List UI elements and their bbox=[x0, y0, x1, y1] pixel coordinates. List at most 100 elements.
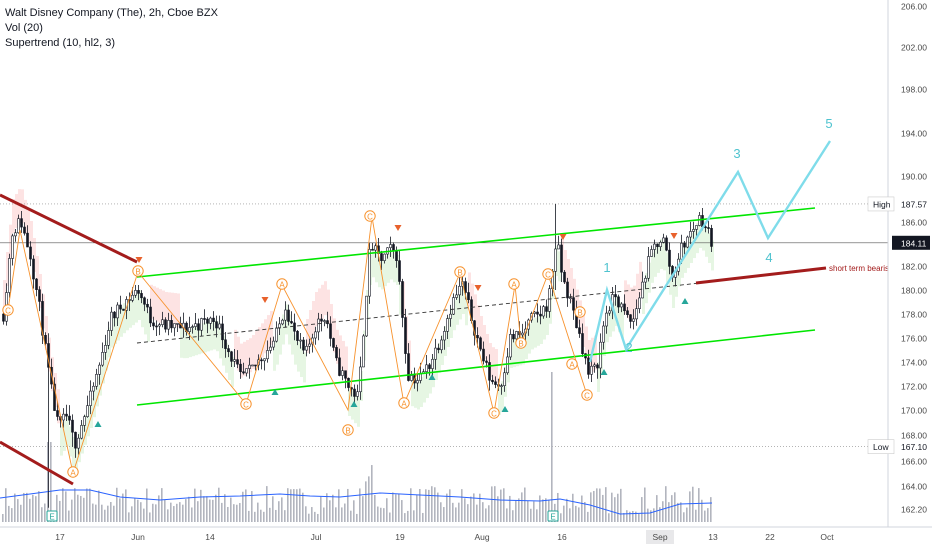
abc-marker-label: B bbox=[135, 268, 140, 277]
supertrend-band-segment bbox=[576, 289, 579, 324]
candle-body bbox=[380, 253, 383, 261]
candle-body bbox=[314, 331, 317, 339]
candle-body bbox=[509, 333, 512, 358]
supertrend-band-segment bbox=[246, 340, 249, 374]
supertrend-band-segment bbox=[243, 341, 246, 376]
candle-body bbox=[365, 295, 368, 337]
supertrend-band-segment bbox=[558, 251, 561, 282]
candle-body bbox=[200, 318, 203, 331]
supertrend-band-segment bbox=[438, 342, 441, 373]
supertrend-band-segment bbox=[444, 326, 447, 356]
volume-bar bbox=[398, 494, 400, 522]
buy-signal-arrow bbox=[681, 298, 689, 304]
volume-bar bbox=[425, 489, 427, 522]
candle-body bbox=[395, 250, 398, 261]
short-term-bearish-line bbox=[695, 266, 827, 285]
candle-body bbox=[614, 294, 617, 298]
volume-bar bbox=[530, 508, 532, 522]
volume-bar bbox=[206, 496, 208, 522]
volume-bar bbox=[485, 508, 487, 522]
supertrend-band-segment bbox=[84, 414, 87, 445]
price-axis-bg bbox=[888, 0, 932, 550]
candle-body bbox=[557, 244, 560, 250]
volume-bar bbox=[638, 513, 640, 522]
candle-body bbox=[266, 350, 269, 360]
supertrend-band-segment bbox=[96, 376, 99, 407]
supertrend-band-segment bbox=[69, 426, 72, 457]
candle-body bbox=[239, 363, 242, 373]
volume-bar bbox=[488, 505, 490, 522]
volume-bar bbox=[26, 492, 28, 522]
supertrend-band-segment bbox=[687, 237, 690, 268]
supertrend-band-segment bbox=[414, 377, 417, 408]
candle-body bbox=[194, 323, 197, 327]
abc-marker bbox=[132, 265, 144, 277]
supertrend-band-segment bbox=[81, 423, 84, 454]
price-tick-label: 172.00 bbox=[901, 382, 927, 392]
supertrend-band-segment bbox=[621, 308, 624, 339]
candle-body bbox=[296, 330, 299, 341]
supertrend-band-segment bbox=[681, 247, 684, 278]
price-tick-label: 190.00 bbox=[901, 172, 927, 182]
candle-body bbox=[629, 314, 632, 322]
abc-marker bbox=[2, 304, 14, 316]
price-tick-label: 164.00 bbox=[901, 482, 927, 492]
volume-bar bbox=[179, 502, 181, 522]
supertrend-band-segment bbox=[705, 226, 708, 257]
symbol-title[interactable]: Walt Disney Company (The), 2h, Cboe BZX bbox=[5, 7, 218, 19]
volume-bar bbox=[20, 504, 22, 522]
candle-body bbox=[29, 246, 32, 260]
volume-bar bbox=[500, 489, 502, 522]
candle-body bbox=[335, 347, 338, 359]
abc-marker-label: B bbox=[457, 269, 462, 278]
candle-body bbox=[8, 258, 11, 293]
candle-body bbox=[140, 293, 143, 299]
wave-label-3: 3 bbox=[733, 146, 740, 161]
price-tick-label: 186.00 bbox=[901, 218, 927, 228]
candle-body bbox=[320, 318, 323, 322]
candle-body bbox=[329, 323, 332, 339]
volume-bar bbox=[17, 499, 19, 522]
volume-bar bbox=[266, 486, 268, 522]
volume-bar bbox=[455, 507, 457, 522]
volume-bar bbox=[533, 501, 535, 522]
supertrend-band-segment bbox=[513, 337, 516, 368]
supertrend-band-segment bbox=[261, 323, 264, 358]
supertrend-band-segment bbox=[534, 317, 537, 348]
volume-bar bbox=[689, 491, 691, 522]
price-tick-label: 180.00 bbox=[901, 286, 927, 296]
volume-bar bbox=[290, 489, 292, 522]
price-tick-label: 162.20 bbox=[901, 505, 927, 515]
volume-bar bbox=[176, 503, 178, 522]
supertrend-band-segment bbox=[486, 334, 489, 368]
abc-marker bbox=[67, 466, 79, 478]
supertrend-band-segment bbox=[105, 340, 108, 371]
price-tick-label: 194.00 bbox=[901, 129, 927, 139]
price-tick-label: 178.00 bbox=[901, 310, 927, 320]
supertrend-band-segment bbox=[324, 281, 327, 316]
volume-indicator-label[interactable]: Vol (20) bbox=[5, 22, 43, 34]
candle-body bbox=[644, 277, 647, 283]
supertrend-indicator-label[interactable]: Supertrend (10, hl2, 3) bbox=[5, 37, 116, 49]
candle-body bbox=[263, 358, 266, 362]
price-flag-label: Low bbox=[873, 442, 889, 452]
supertrend-band-segment bbox=[141, 297, 144, 328]
candle-body bbox=[107, 330, 110, 346]
candle-body bbox=[170, 320, 173, 329]
supertrend-band-segment bbox=[462, 284, 465, 314]
time-tick-label: Aug bbox=[474, 532, 489, 542]
supertrend-band-segment bbox=[219, 328, 222, 359]
supertrend-band-segment bbox=[339, 335, 342, 370]
volume-bar bbox=[137, 499, 139, 522]
candle-body bbox=[323, 320, 326, 322]
candle-body bbox=[53, 383, 56, 411]
supertrend-band-segment bbox=[201, 323, 204, 354]
volume-bar bbox=[44, 503, 46, 522]
supertrend-band-segment bbox=[630, 287, 633, 322]
supertrend-band-segment bbox=[330, 304, 333, 338]
supertrend-band-segment bbox=[465, 295, 468, 326]
candle-body bbox=[608, 310, 611, 314]
candle-body bbox=[155, 325, 158, 328]
volume-bar bbox=[230, 497, 232, 522]
